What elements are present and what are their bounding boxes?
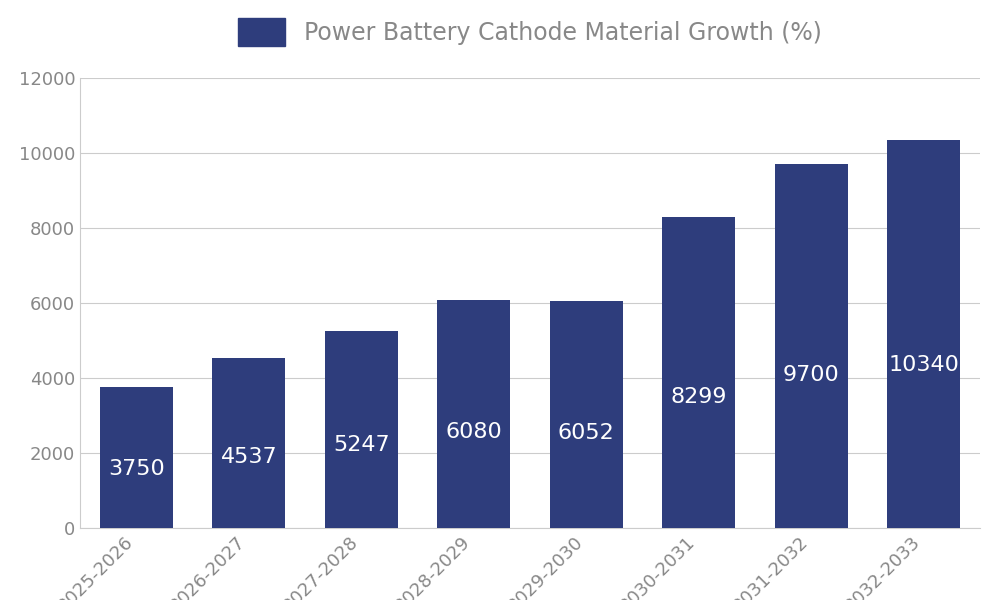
Bar [887, 140, 960, 528]
Bar [325, 331, 398, 528]
Text: 3750: 3750 [108, 459, 165, 479]
Legend: Power Battery Cathode Material Growth (%): Power Battery Cathode Material Growth (%… [229, 9, 831, 55]
Text: 5247: 5247 [333, 436, 390, 455]
Bar [550, 301, 623, 528]
Bar [212, 358, 285, 528]
Text: 8299: 8299 [670, 387, 727, 407]
Bar [662, 217, 735, 528]
Text: 10340: 10340 [888, 355, 959, 375]
Text: 4537: 4537 [220, 446, 277, 467]
Bar [775, 164, 848, 528]
Text: 6052: 6052 [558, 422, 615, 443]
Text: 9700: 9700 [783, 365, 840, 385]
Text: 6080: 6080 [445, 422, 502, 442]
Bar [100, 388, 173, 528]
Bar [437, 300, 510, 528]
